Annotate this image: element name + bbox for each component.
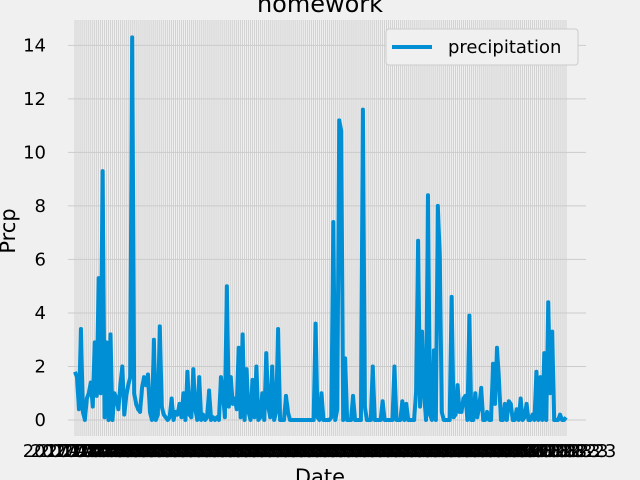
x-tick-label: 2017-08-23 xyxy=(38,441,143,462)
x-tick-label: 2017-08-23 xyxy=(157,441,262,462)
chart-title: homework xyxy=(257,0,383,18)
x-tick-label: 2017-08-23 xyxy=(409,441,514,462)
legend: precipitation xyxy=(385,28,579,66)
x-tick-label: 2017-08-23 xyxy=(244,441,349,462)
x-tick-label: 2017-08-23 xyxy=(464,441,569,462)
x-tick-label: 2017-08-23 xyxy=(346,441,451,462)
x-tick-label: 2017-08-23 xyxy=(236,441,341,462)
x-tick-label: 2017-08-23 xyxy=(188,441,293,462)
x-tick-label: 2017-08-23 xyxy=(504,441,609,462)
x-tick-label: 2017-08-23 xyxy=(362,441,467,462)
x-tick-label: 2017-08-23 xyxy=(307,441,412,462)
x-tick-label: 2017-08-23 xyxy=(299,441,404,462)
x-tick-label: 2017-08-23 xyxy=(117,441,222,462)
x-tick-label: 2017-08-23 xyxy=(386,441,491,462)
x-tick-label: 2017-08-23 xyxy=(141,441,246,462)
series-layer xyxy=(73,35,568,422)
y-tick-label: 2 xyxy=(35,356,46,377)
legend-box xyxy=(385,28,579,66)
x-tick-label: 2017-08-23 xyxy=(46,441,151,462)
x-tick-label: 2017-08-23 xyxy=(109,441,214,462)
x-tick-label: 2017-08-23 xyxy=(94,441,199,462)
x-tick-label: 2017-08-23 xyxy=(338,441,443,462)
x-tick-label: 2017-08-23 xyxy=(31,441,136,462)
x-tick-label: 2017-08-23 xyxy=(315,441,420,462)
x-tick-label: 2017-08-23 xyxy=(472,441,577,462)
y-axis-title: Prcp xyxy=(0,208,20,253)
x-axis-title: Date xyxy=(295,465,345,480)
x-tick-label: 2017-08-23 xyxy=(173,441,278,462)
x-tick-label: 2017-08-23 xyxy=(259,441,364,462)
x-tick-label: 2017-08-23 xyxy=(441,441,546,462)
x-tick-label: 2017-08-23 xyxy=(417,441,522,462)
x-tick-label: 2017-08-23 xyxy=(283,441,388,462)
x-tick-label: 2017-08-23 xyxy=(322,441,427,462)
x-tick-label: 2017-08-23 xyxy=(23,441,128,462)
x-tick-label: 2017-08-23 xyxy=(133,441,238,462)
x-tick-label: 2017-08-23 xyxy=(165,441,270,462)
y-tick-label: 10 xyxy=(23,142,46,163)
x-tick-label: 2017-08-23 xyxy=(393,441,498,462)
x-tick-label: 2017-08-23 xyxy=(228,441,333,462)
x-tick-label: 2017-08-23 xyxy=(496,441,601,462)
x-tick-label: 2017-08-23 xyxy=(204,441,309,462)
x-tick-label: 2017-08-23 xyxy=(291,441,396,462)
x-tick-label: 2017-08-23 xyxy=(125,441,230,462)
x-tick-label: 2017-08-23 xyxy=(149,441,254,462)
x-tick-label: 2017-08-23 xyxy=(54,441,159,462)
x-tick-label: 2017-08-23 xyxy=(401,441,506,462)
x-tick-label: 2017-08-23 xyxy=(370,441,475,462)
x-tick-label: 2017-08-23 xyxy=(251,441,356,462)
y-tick-label: 4 xyxy=(35,303,46,324)
x-tick-label: 2017-08-23 xyxy=(220,441,325,462)
x-tick-label: 2017-08-23 xyxy=(330,441,435,462)
x-tick-label: 2017-08-23 xyxy=(480,441,585,462)
x-tick-label: 2017-08-23 xyxy=(425,441,530,462)
series-line-precipitation xyxy=(73,35,568,422)
x-tick-label: 2017-08-23 xyxy=(86,441,191,462)
x-tick-label: 2017-08-23 xyxy=(196,441,301,462)
x-tick-label: 2017-08-23 xyxy=(267,441,372,462)
y-tick-label: 14 xyxy=(23,35,46,56)
x-tick-label: 2017-08-23 xyxy=(378,441,483,462)
x-tick-label: 2017-08-23 xyxy=(70,441,175,462)
x-tick-label: 2017-08-23 xyxy=(512,441,617,462)
x-tick-label: 2017-08-23 xyxy=(62,441,167,462)
y-tick-label: 0 xyxy=(35,410,46,431)
x-tick-label: 2017-08-23 xyxy=(78,441,183,462)
y-tick-label: 12 xyxy=(23,89,46,110)
legend-label-precipitation: precipitation xyxy=(448,37,561,58)
x-tick-label: 2017-08-23 xyxy=(457,441,562,462)
x-tick-label: 2017-08-23 xyxy=(275,441,380,462)
x-tick-label: 2017-08-23 xyxy=(433,441,538,462)
y-tick-label: 6 xyxy=(35,249,46,270)
y-tick-labels: 0 2 4 6 8 10 12 14 xyxy=(23,35,46,431)
x-tick-labels: 2017-08-232017-08-232017-08-232017-08-23… xyxy=(23,441,617,462)
y-tick-label: 8 xyxy=(35,196,46,217)
x-tick-label: 2017-08-23 xyxy=(180,441,285,462)
x-tick-label: 2017-08-23 xyxy=(488,441,593,462)
x-tick-label: 2017-08-23 xyxy=(102,441,207,462)
x-tick-label: 2017-08-23 xyxy=(354,441,459,462)
x-tick-label: 2017-08-23 xyxy=(212,441,317,462)
x-tick-label: 2017-08-23 xyxy=(449,441,554,462)
